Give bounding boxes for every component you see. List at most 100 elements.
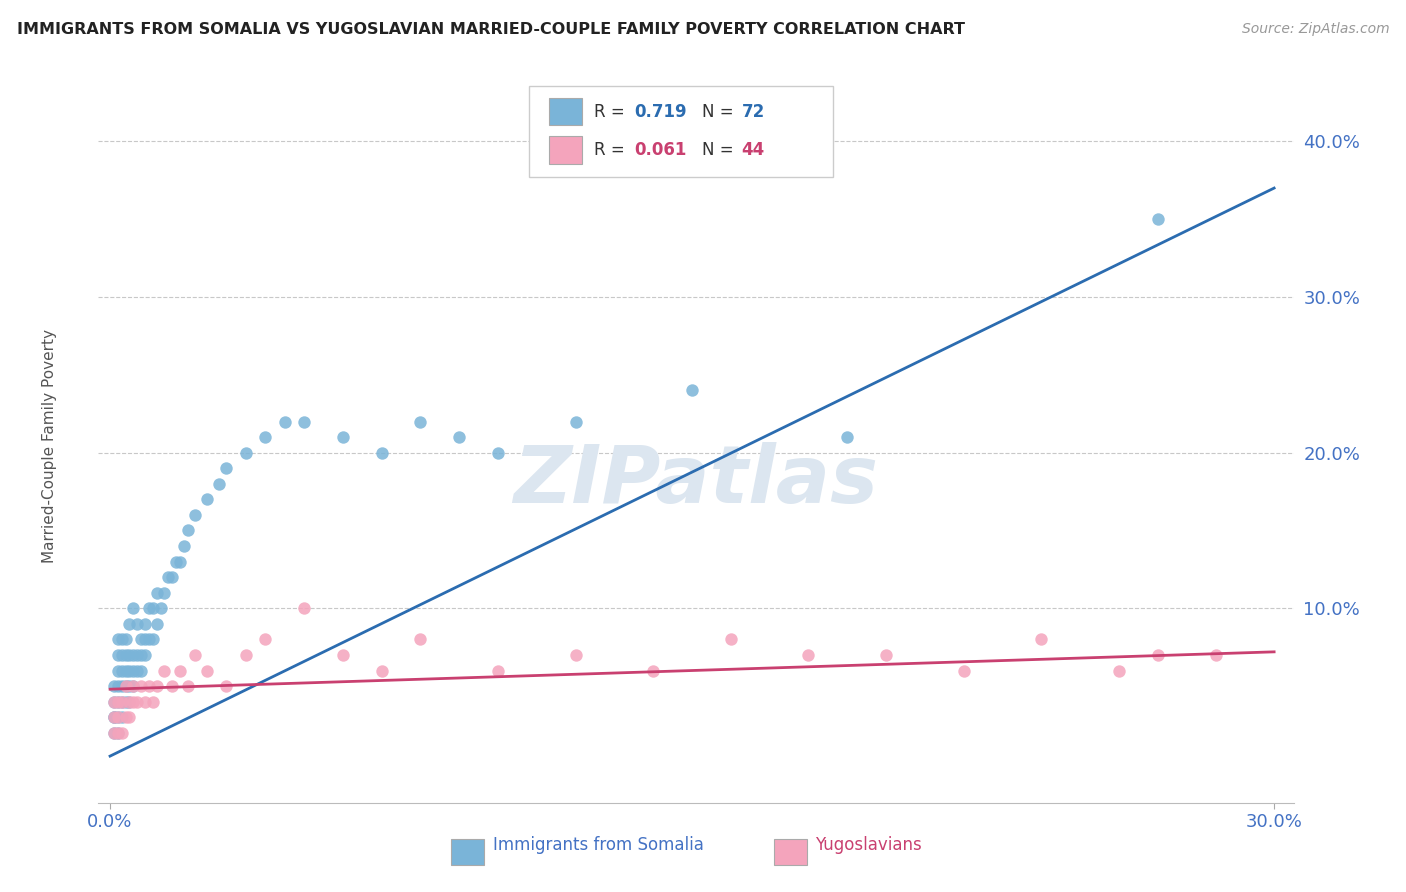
Point <box>173 539 195 553</box>
Point <box>145 616 167 631</box>
Point <box>111 632 134 647</box>
FancyBboxPatch shape <box>773 839 807 865</box>
Point <box>134 632 156 647</box>
Point <box>149 601 172 615</box>
FancyBboxPatch shape <box>548 98 582 126</box>
Text: IMMIGRANTS FROM SOMALIA VS YUGOSLAVIAN MARRIED-COUPLE FAMILY POVERTY CORRELATION: IMMIGRANTS FROM SOMALIA VS YUGOSLAVIAN M… <box>17 22 965 37</box>
Point <box>103 710 125 724</box>
Point <box>1205 648 1227 662</box>
Text: 0.061: 0.061 <box>634 141 686 159</box>
FancyBboxPatch shape <box>548 136 582 163</box>
Point <box>129 632 152 647</box>
Point <box>114 710 136 724</box>
Point <box>129 648 152 662</box>
Point <box>142 601 165 615</box>
Point <box>111 695 134 709</box>
Point <box>153 585 176 599</box>
Point <box>195 492 218 507</box>
Point <box>153 664 176 678</box>
Point <box>122 664 145 678</box>
Point <box>165 555 187 569</box>
Text: Immigrants from Somalia: Immigrants from Somalia <box>494 836 703 854</box>
Point <box>127 648 149 662</box>
Point <box>103 725 125 739</box>
Text: Married-Couple Family Poverty: Married-Couple Family Poverty <box>42 329 56 563</box>
FancyBboxPatch shape <box>451 839 485 865</box>
Point <box>273 415 295 429</box>
Point <box>292 601 315 615</box>
Point <box>160 570 183 584</box>
Point <box>160 679 183 693</box>
Point <box>409 632 432 647</box>
Point <box>111 648 134 662</box>
Point <box>138 601 160 615</box>
Point <box>145 585 167 599</box>
Point <box>215 679 238 693</box>
Point <box>254 632 277 647</box>
Point <box>127 664 149 678</box>
Point <box>449 430 471 444</box>
Point <box>681 384 703 398</box>
Text: ZIPatlas: ZIPatlas <box>513 442 879 520</box>
Point <box>118 695 141 709</box>
Point <box>107 710 129 724</box>
Point <box>332 430 354 444</box>
Point <box>409 415 432 429</box>
Point <box>1146 648 1168 662</box>
Point <box>107 679 129 693</box>
Point <box>332 648 354 662</box>
Point <box>875 648 897 662</box>
Text: R =: R = <box>595 141 630 159</box>
Text: 44: 44 <box>741 141 765 159</box>
Point <box>107 664 129 678</box>
Point <box>118 648 141 662</box>
Point <box>114 679 136 693</box>
Point <box>107 710 129 724</box>
Point <box>134 616 156 631</box>
Point <box>111 695 134 709</box>
Point <box>797 648 820 662</box>
Point <box>103 695 125 709</box>
Point <box>254 430 277 444</box>
Point <box>720 632 742 647</box>
Text: 0.719: 0.719 <box>634 103 686 120</box>
Point <box>1031 632 1053 647</box>
Point <box>107 725 129 739</box>
Point <box>643 664 665 678</box>
Point <box>564 415 586 429</box>
Point <box>111 725 134 739</box>
Point <box>235 445 257 459</box>
Point <box>292 415 315 429</box>
Point <box>118 664 141 678</box>
Point <box>103 695 125 709</box>
FancyBboxPatch shape <box>529 86 834 178</box>
Point <box>103 710 125 724</box>
Point <box>114 695 136 709</box>
Point <box>1146 212 1168 227</box>
Point <box>127 616 149 631</box>
Point <box>138 632 160 647</box>
Point <box>1108 664 1130 678</box>
Point <box>118 695 141 709</box>
Text: N =: N = <box>702 141 738 159</box>
Point <box>184 648 207 662</box>
Point <box>122 601 145 615</box>
Point <box>157 570 180 584</box>
Point <box>142 695 165 709</box>
Point <box>122 679 145 693</box>
Point <box>118 679 141 693</box>
Point <box>107 695 129 709</box>
Point <box>103 725 125 739</box>
Point <box>122 695 145 709</box>
Point <box>107 632 129 647</box>
Text: Yugoslavians: Yugoslavians <box>815 836 922 854</box>
Point <box>169 664 191 678</box>
Point <box>208 476 231 491</box>
Point <box>107 648 129 662</box>
Point <box>114 664 136 678</box>
Text: N =: N = <box>702 103 738 120</box>
Point <box>114 679 136 693</box>
Point <box>138 679 160 693</box>
Point <box>118 616 141 631</box>
Point <box>103 710 125 724</box>
